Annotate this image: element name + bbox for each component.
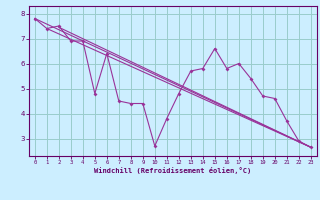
X-axis label: Windchill (Refroidissement éolien,°C): Windchill (Refroidissement éolien,°C) [94, 167, 252, 174]
